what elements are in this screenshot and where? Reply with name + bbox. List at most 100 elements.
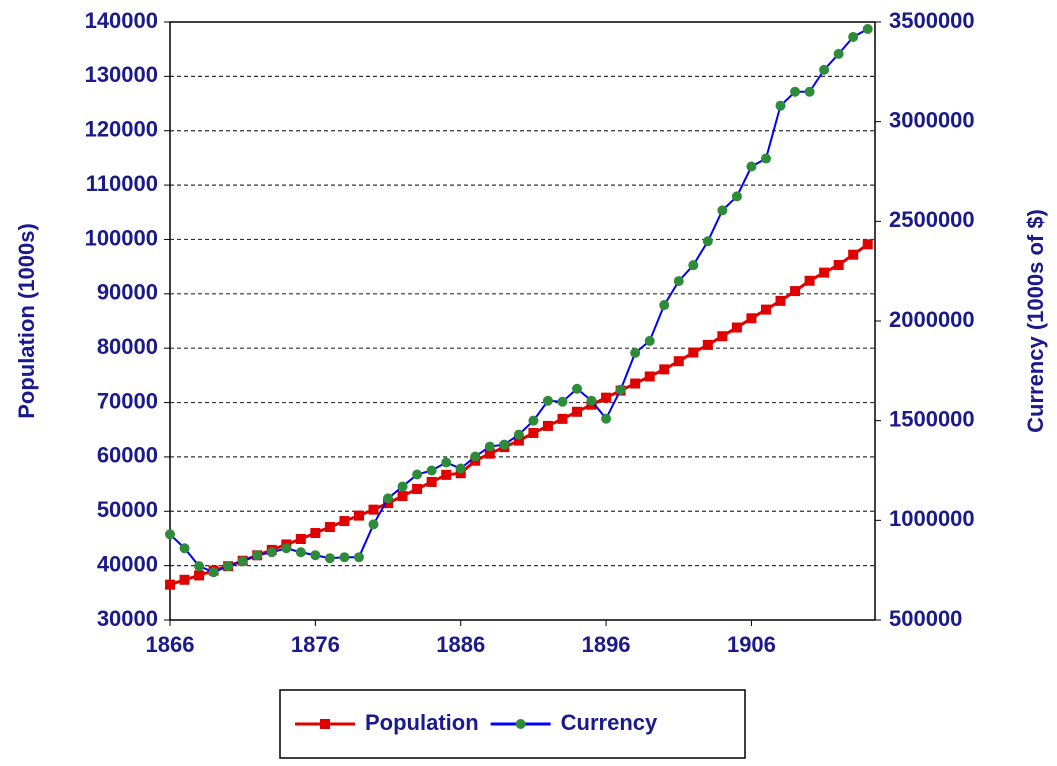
point xyxy=(295,533,306,544)
point xyxy=(804,275,815,286)
point xyxy=(790,86,801,97)
y2-tick-label: 500000 xyxy=(889,606,962,631)
point xyxy=(601,413,612,424)
legend-marker xyxy=(515,719,526,729)
point xyxy=(833,260,844,271)
x-tick-label: 1866 xyxy=(146,632,195,657)
point xyxy=(572,383,583,394)
point xyxy=(804,86,815,97)
point xyxy=(339,552,350,563)
legend-marker xyxy=(320,719,330,729)
point xyxy=(760,153,771,164)
point xyxy=(775,295,786,306)
point xyxy=(775,100,786,111)
point xyxy=(717,205,728,216)
point xyxy=(179,543,190,554)
point xyxy=(281,543,292,554)
point xyxy=(397,491,408,502)
point xyxy=(760,304,771,315)
point xyxy=(339,516,350,527)
point xyxy=(819,64,830,75)
point xyxy=(615,384,626,395)
point xyxy=(237,556,248,567)
point xyxy=(717,331,728,342)
point xyxy=(165,579,175,590)
point xyxy=(673,356,684,367)
point xyxy=(295,547,306,558)
point xyxy=(731,191,742,202)
plot-frame xyxy=(169,21,876,621)
point xyxy=(688,260,699,271)
point xyxy=(324,553,335,564)
point xyxy=(455,463,466,474)
point xyxy=(673,276,684,287)
point xyxy=(194,570,205,581)
point xyxy=(630,378,641,389)
point xyxy=(194,561,205,572)
y-tick-label: 120000 xyxy=(85,117,158,142)
point xyxy=(252,550,263,561)
point xyxy=(659,364,670,375)
point xyxy=(644,335,655,346)
point xyxy=(353,552,364,563)
point xyxy=(179,574,190,585)
point xyxy=(470,451,481,462)
point xyxy=(731,322,742,333)
y-tick-label: 40000 xyxy=(97,551,158,576)
y-tick-label: 140000 xyxy=(85,8,158,33)
point xyxy=(499,439,510,450)
y-tick-label: 80000 xyxy=(97,334,158,359)
x-tick-label: 1896 xyxy=(582,632,631,657)
point xyxy=(630,347,641,358)
point xyxy=(702,236,713,247)
point xyxy=(324,522,335,533)
y-tick-label: 60000 xyxy=(97,443,158,468)
point xyxy=(790,286,801,297)
y-tick-label: 110000 xyxy=(86,171,158,196)
point xyxy=(542,395,553,406)
point xyxy=(688,347,699,358)
point xyxy=(441,469,452,480)
point xyxy=(557,413,568,424)
y-tick-label: 100000 xyxy=(85,225,158,250)
y-tick-label: 130000 xyxy=(85,62,158,87)
point xyxy=(412,469,423,480)
point xyxy=(165,529,175,540)
point xyxy=(848,249,859,260)
point xyxy=(353,510,364,521)
point xyxy=(412,483,423,494)
y2-tick-label: 1000000 xyxy=(889,506,975,531)
point xyxy=(557,396,568,407)
point xyxy=(223,561,234,572)
point xyxy=(542,420,553,431)
point xyxy=(397,481,408,492)
point xyxy=(383,493,394,504)
point xyxy=(586,395,597,406)
y2-tick-label: 1500000 xyxy=(889,406,975,431)
y2-tick-label: 2500000 xyxy=(889,207,975,232)
y2-tick-label: 3000000 xyxy=(889,107,975,132)
point xyxy=(528,415,539,426)
y-tick-label: 30000 xyxy=(97,606,158,631)
x-tick-label: 1886 xyxy=(436,632,485,657)
y-axis-label: Population (1000s) xyxy=(14,223,39,419)
y2-axis-label: Currency (1000s of $) xyxy=(1023,209,1048,433)
y2-tick-label: 3500000 xyxy=(889,8,975,33)
point xyxy=(441,457,452,468)
x-tick-label: 1876 xyxy=(291,632,340,657)
point xyxy=(513,435,524,446)
point xyxy=(208,567,219,578)
point xyxy=(310,550,321,561)
point xyxy=(848,31,859,42)
point xyxy=(572,406,583,417)
point xyxy=(702,339,713,350)
point xyxy=(862,239,873,250)
y2-tick-label: 2000000 xyxy=(889,307,975,332)
point xyxy=(746,161,757,172)
point xyxy=(528,427,539,438)
y-tick-label: 70000 xyxy=(97,388,158,413)
point xyxy=(601,392,612,403)
series-line xyxy=(169,243,869,587)
series-line xyxy=(169,28,869,574)
